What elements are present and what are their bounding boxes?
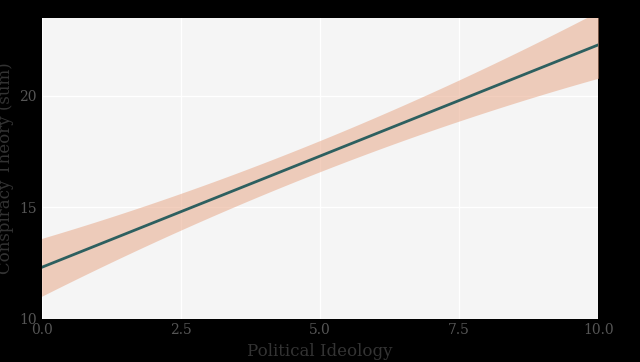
X-axis label: Political Ideology: Political Ideology [247, 343, 393, 360]
Y-axis label: Conspiracy Theory (sum): Conspiracy Theory (sum) [0, 63, 13, 274]
